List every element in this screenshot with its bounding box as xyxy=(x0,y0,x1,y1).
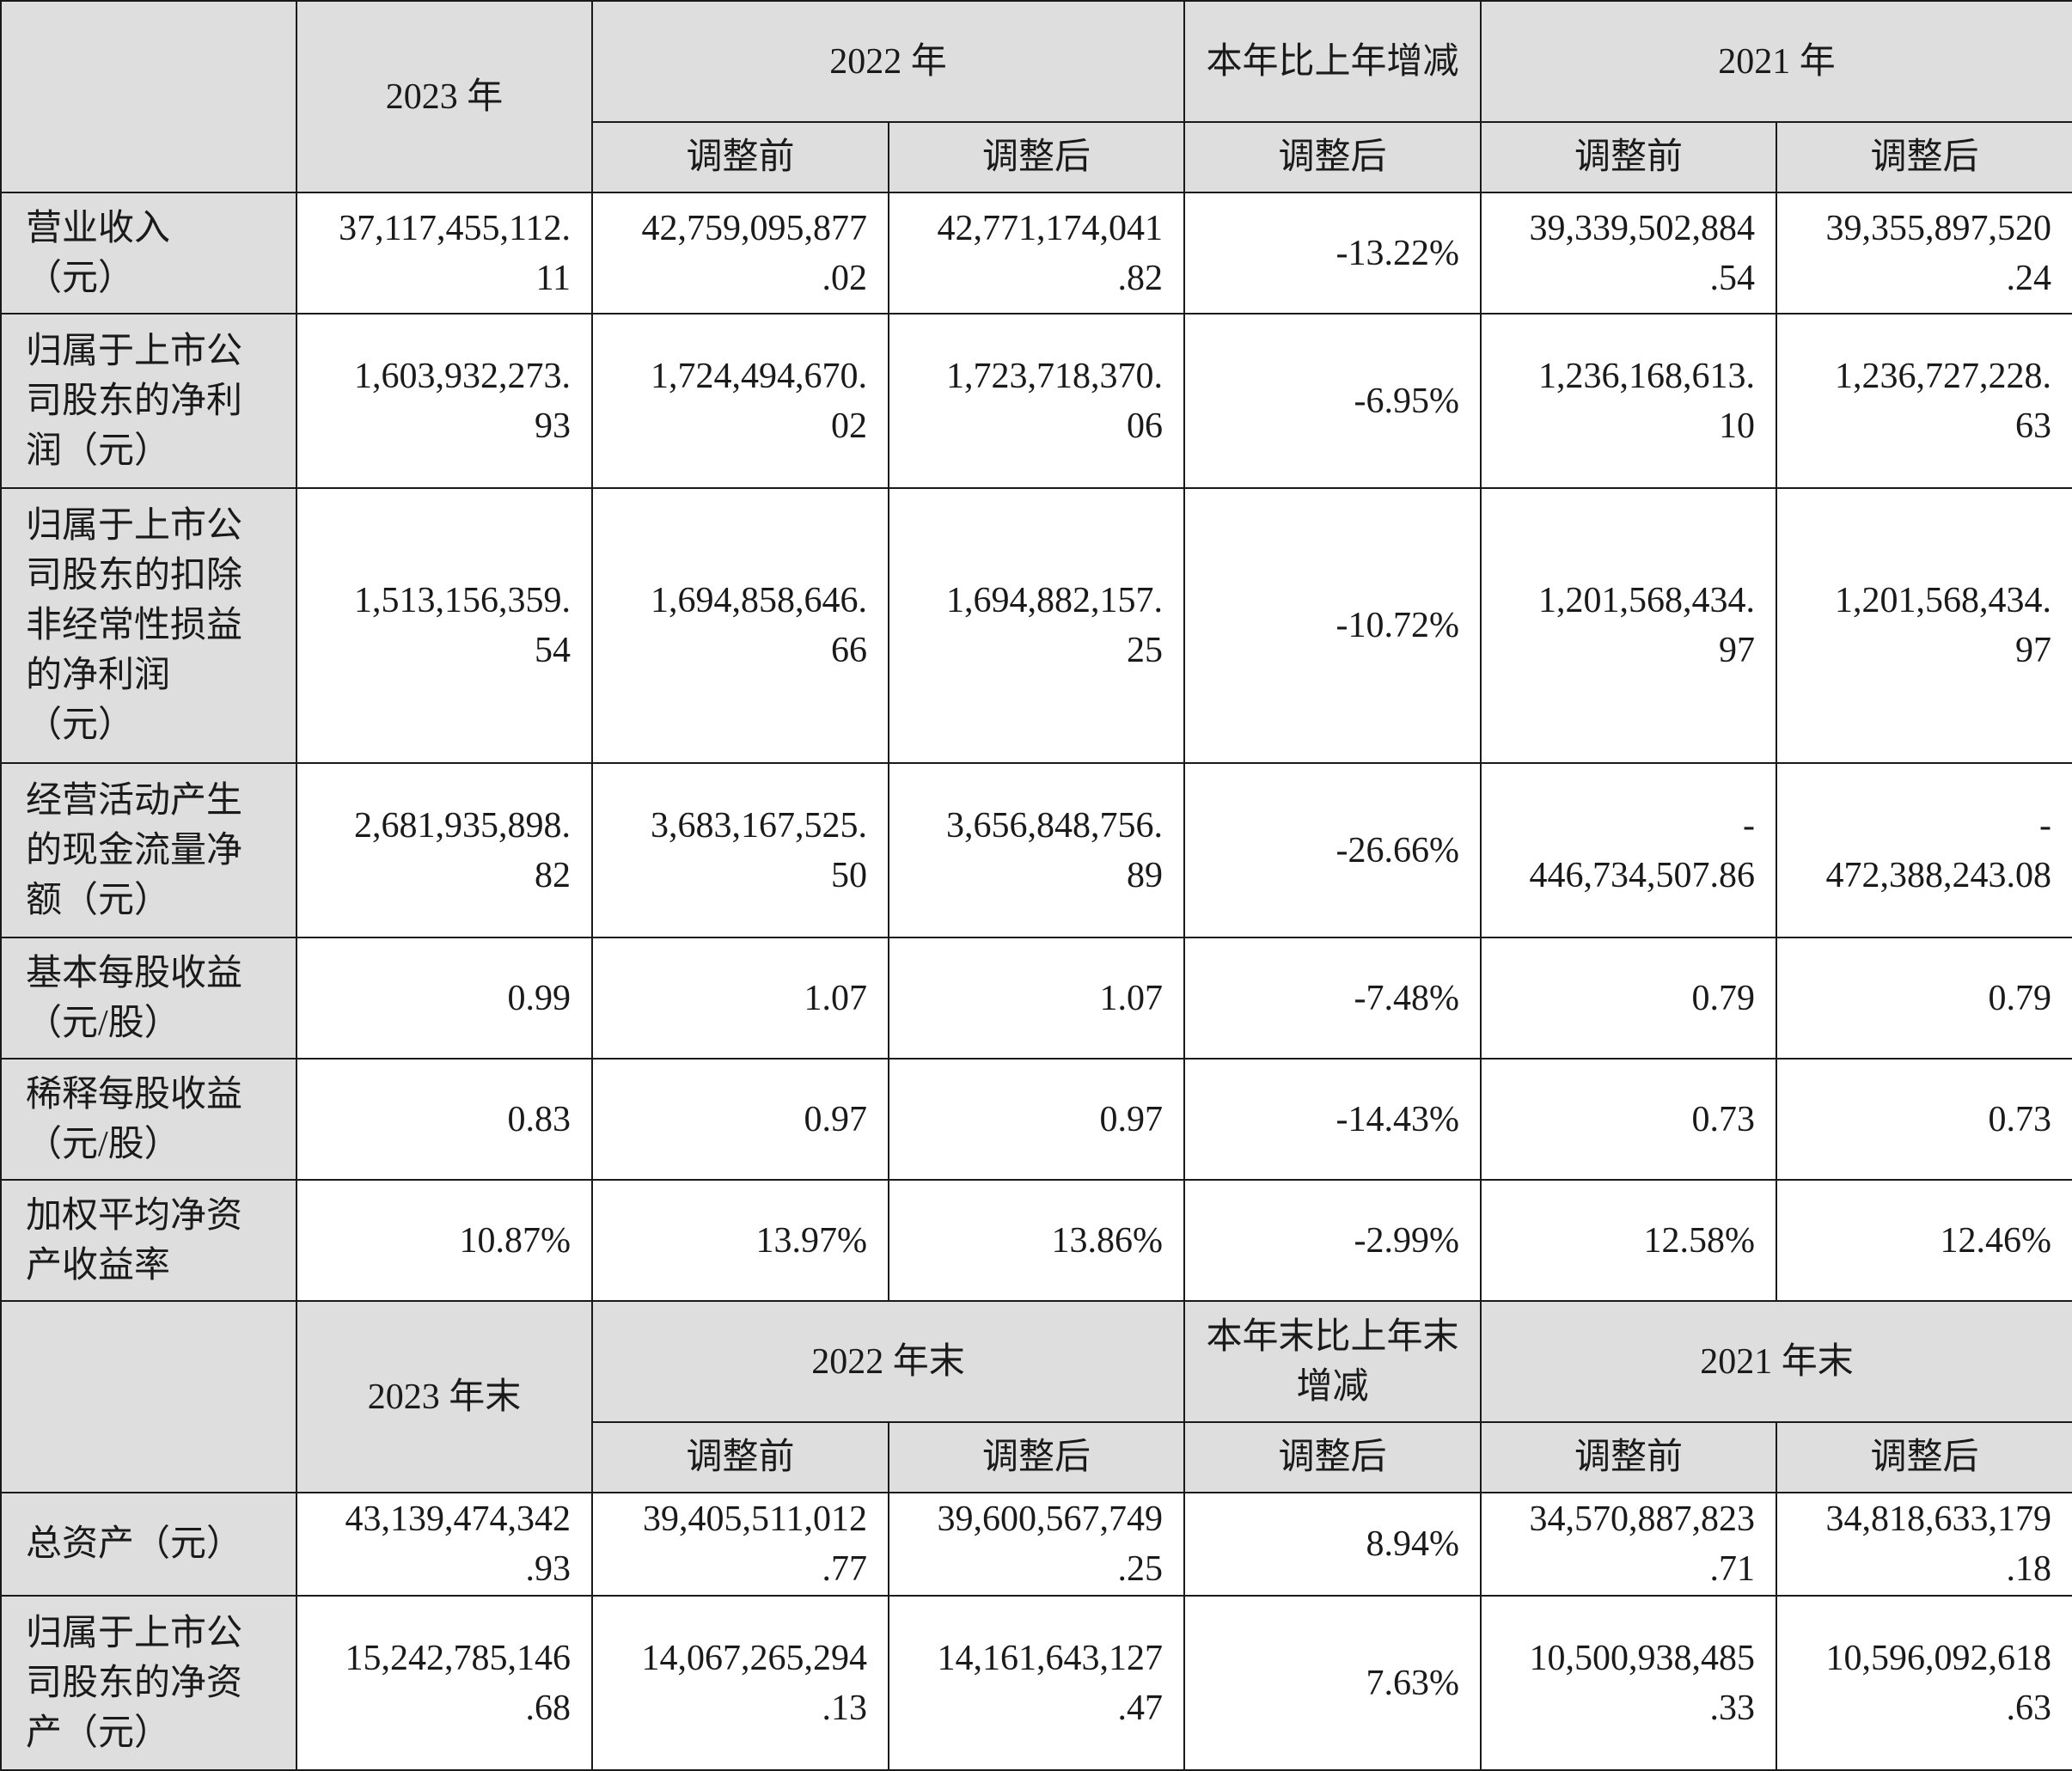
subheader-2022-after: 调整后 xyxy=(887,1421,1186,1493)
cell-2021-after: 10,596,092,618 .63 xyxy=(1776,1595,2072,1771)
cell-2021-after: 12.46% xyxy=(1776,1179,2072,1302)
cell-2023: 43,139,474,342 .93 xyxy=(296,1492,593,1597)
cell-2021-after: 34,818,633,179 .18 xyxy=(1776,1492,2072,1597)
header-year-end-2023: 2023 年末 xyxy=(296,1300,593,1493)
cell-2023: 10.87% xyxy=(296,1179,593,1302)
subheader-2022-after: 调整后 xyxy=(887,121,1186,193)
cell-change: -26.66% xyxy=(1183,762,1482,938)
cell-2021-before: - 446,734,507.86 xyxy=(1480,762,1778,938)
row-label: 总资产（元） xyxy=(0,1492,297,1597)
cell-2022-after: 14,161,643,127 .47 xyxy=(887,1595,1186,1771)
header-year-end-change: 本年末比上年末增减 xyxy=(1183,1300,1482,1423)
cell-2021-before: 34,570,887,823 .71 xyxy=(1480,1492,1778,1597)
table-row: 经营活动产生 的现金流量净 额（元） 2,681,935,898. 82 3,6… xyxy=(0,762,2072,938)
header-year-2023: 2023 年 xyxy=(296,0,593,193)
header-year-2021: 2021 年 xyxy=(1480,0,2072,123)
cell-2023: 2,681,935,898. 82 xyxy=(296,762,593,938)
cell-2022-before: 42,759,095,877 .02 xyxy=(591,192,889,315)
cell-2023: 1,603,932,273. 93 xyxy=(296,313,593,489)
cell-2022-before: 3,683,167,525. 50 xyxy=(591,762,889,938)
cell-change: -13.22% xyxy=(1183,192,1482,315)
cell-2022-before: 1.07 xyxy=(591,937,889,1060)
table-row: 稀释每股收益 （元/股） 0.83 0.97 0.97 -14.43% 0.73… xyxy=(0,1058,2072,1181)
cell-2021-before: 1,236,168,613. 10 xyxy=(1480,313,1778,489)
cell-change: -6.95% xyxy=(1183,313,1482,489)
table-row: 归属于上市公 司股东的净资 产（元） 15,242,785,146 .68 14… xyxy=(0,1595,2072,1771)
income-subheader-row: 调整前 调整后 调整后 调整前 调整后 xyxy=(1,121,2072,193)
cell-2021-after: 0.79 xyxy=(1776,937,2072,1060)
cell-2023: 15,242,785,146 .68 xyxy=(296,1595,593,1771)
row-label: 基本每股收益 （元/股） xyxy=(0,937,297,1060)
table-row: 归属于上市公 司股东的净利 润（元） 1,603,932,273. 93 1,7… xyxy=(0,313,2072,489)
row-label: 归属于上市公 司股东的扣除 非经常性损益 的净利润 （元） xyxy=(0,487,297,764)
cell-2022-after: 39,600,567,749 .25 xyxy=(887,1492,1186,1597)
cell-2021-before: 1,201,568,434. 97 xyxy=(1480,487,1778,764)
cell-2023: 1,513,156,359. 54 xyxy=(296,487,593,764)
cell-change: -14.43% xyxy=(1183,1058,1482,1181)
cell-2021-before: 39,339,502,884 .54 xyxy=(1480,192,1778,315)
cell-2022-after: 3,656,848,756. 89 xyxy=(887,762,1186,938)
subheader-2021-after: 调整后 xyxy=(1776,1421,2072,1493)
subheader-2021-before: 调整前 xyxy=(1480,121,1778,193)
header-year-end-2021: 2021 年末 xyxy=(1480,1300,2072,1423)
row-label: 归属于上市公 司股东的净资 产（元） xyxy=(0,1595,297,1771)
table-row: 营业收入 （元） 37,117,455,112. 11 42,759,095,8… xyxy=(0,192,2072,315)
cell-2022-before: 1,694,858,646. 66 xyxy=(591,487,889,764)
cell-2021-before: 12.58% xyxy=(1480,1179,1778,1302)
header-corner-cell xyxy=(0,0,297,193)
header-year-end-2022: 2022 年末 xyxy=(590,1300,1186,1423)
cell-2022-before: 14,067,265,294 .13 xyxy=(591,1595,889,1771)
cell-change: 8.94% xyxy=(1183,1492,1482,1597)
subheader-2022-before: 调整前 xyxy=(591,121,889,193)
cell-2022-after: 1,694,882,157. 25 xyxy=(887,487,1186,764)
row-label: 加权平均净资 产收益率 xyxy=(0,1179,297,1302)
cell-2022-before: 39,405,511,012 .77 xyxy=(591,1492,889,1597)
subheader-change-after: 调整后 xyxy=(1183,1421,1482,1493)
header-corner-cell xyxy=(0,1300,297,1493)
row-label: 经营活动产生 的现金流量净 额（元） xyxy=(0,762,297,938)
table-row: 加权平均净资 产收益率 10.87% 13.97% 13.86% -2.99% … xyxy=(0,1179,2072,1302)
cell-2021-after: 39,355,897,520 .24 xyxy=(1776,192,2072,315)
table-row: 基本每股收益 （元/股） 0.99 1.07 1.07 -7.48% 0.79 … xyxy=(0,937,2072,1060)
row-label: 归属于上市公 司股东的净利 润（元） xyxy=(0,313,297,489)
cell-2022-before: 0.97 xyxy=(591,1058,889,1181)
cell-change: 7.63% xyxy=(1183,1595,1482,1771)
cell-2022-after: 1.07 xyxy=(887,937,1186,1060)
cell-2022-after: 0.97 xyxy=(887,1058,1186,1181)
cell-2022-before: 13.97% xyxy=(591,1179,889,1302)
subheader-change-after: 调整后 xyxy=(1183,121,1482,193)
table-row: 归属于上市公 司股东的扣除 非经常性损益 的净利润 （元） 1,513,156,… xyxy=(0,487,2072,764)
cell-2021-before: 10,500,938,485 .33 xyxy=(1480,1595,1778,1771)
row-label: 稀释每股收益 （元/股） xyxy=(0,1058,297,1181)
row-label: 营业收入 （元） xyxy=(0,192,297,315)
cell-2021-before: 0.73 xyxy=(1480,1058,1778,1181)
cell-2021-after: 1,201,568,434. 97 xyxy=(1776,487,2072,764)
cell-2021-after: 1,236,727,228. 63 xyxy=(1776,313,2072,489)
cell-2021-before: 0.79 xyxy=(1480,937,1778,1060)
cell-change: -7.48% xyxy=(1183,937,1482,1060)
cell-2022-after: 13.86% xyxy=(887,1179,1186,1302)
balance-subheader-row: 调整前 调整后 调整后 调整前 调整后 xyxy=(1,1421,2072,1493)
cell-2022-after: 1,723,718,370. 06 xyxy=(887,313,1186,489)
cell-2022-after: 42,771,174,041 .82 xyxy=(887,192,1186,315)
header-year-2022: 2022 年 xyxy=(590,0,1186,123)
cell-2023: 37,117,455,112. 11 xyxy=(296,192,593,315)
income-header-row: 2023 年 2022 年 本年比上年增减 2021 年 xyxy=(0,0,2072,193)
subheader-2021-after: 调整后 xyxy=(1776,121,2072,193)
subheader-2021-before: 调整前 xyxy=(1480,1421,1778,1493)
table-row: 总资产（元） 43,139,474,342 .93 39,405,511,012… xyxy=(0,1492,2072,1597)
cell-2023: 0.99 xyxy=(296,937,593,1060)
cell-change: -2.99% xyxy=(1183,1179,1482,1302)
cell-2023: 0.83 xyxy=(296,1058,593,1181)
header-change: 本年比上年增减 xyxy=(1183,0,1482,123)
cell-2021-after: 0.73 xyxy=(1776,1058,2072,1181)
cell-change: -10.72% xyxy=(1183,487,1482,764)
subheader-2022-before: 调整前 xyxy=(591,1421,889,1493)
balance-header-row: 2023 年末 2022 年末 本年末比上年末增减 2021 年末 xyxy=(0,1300,2072,1493)
cell-2022-before: 1,724,494,670. 02 xyxy=(591,313,889,489)
cell-2021-after: - 472,388,243.08 xyxy=(1776,762,2072,938)
